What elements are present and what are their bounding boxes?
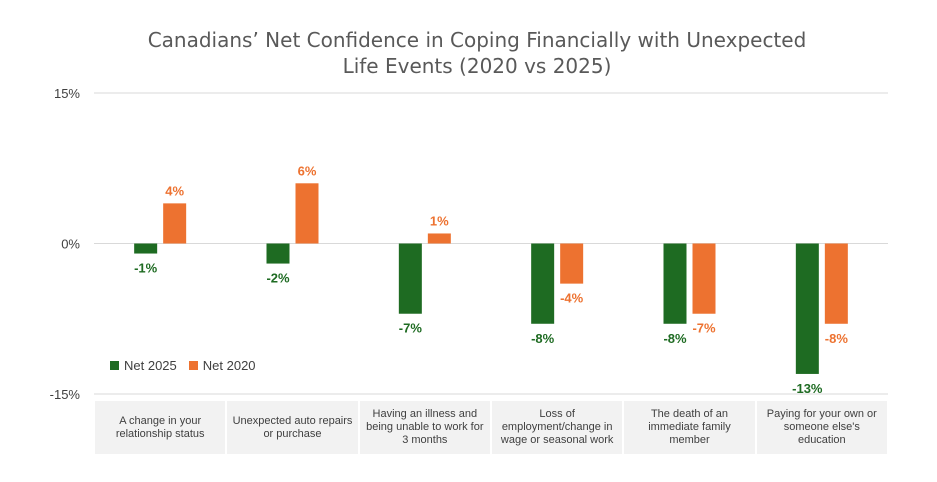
data-label-2025: -1% (134, 261, 158, 276)
legend-label-2025: Net 2025 (124, 358, 177, 373)
legend-item-2025: Net 2025 (110, 358, 177, 373)
category-label: Loss of employment/change in wage or sea… (492, 401, 623, 454)
bar-2020 (163, 203, 187, 244)
data-label-2020: -8% (825, 331, 849, 346)
y-tick-label: -15% (50, 387, 81, 402)
data-label-2025: -2% (266, 271, 290, 286)
y-tick-label: 0% (61, 237, 80, 252)
chart-title-line-2: Life Events (2020 vs 2025) (343, 54, 612, 78)
data-label-2025: -8% (531, 331, 555, 346)
legend: Net 2025 Net 2020 (110, 358, 268, 373)
data-label-2025: -13% (792, 381, 823, 396)
legend-item-2020: Net 2020 (188, 358, 256, 373)
bar-2025 (663, 243, 687, 324)
bar-2025 (398, 243, 422, 314)
gridlines (94, 92, 888, 395)
legend-swatch-2020 (188, 361, 198, 370)
bar-2020 (295, 183, 319, 244)
data-label-2020: 6% (298, 163, 317, 178)
category-label: Unexpected auto repairs or purchase (227, 401, 358, 454)
bar-2020 (427, 233, 451, 244)
data-label-2020: 1% (430, 213, 449, 228)
data-label-2025: -8% (663, 331, 687, 346)
y-axis-ticks: 15% 0% -15% (50, 86, 81, 402)
data-label-2025: -7% (399, 321, 423, 336)
bar-2020 (560, 243, 584, 284)
data-label-2020: -4% (560, 291, 584, 306)
data-label-2020: -7% (692, 321, 716, 336)
bar-2025 (266, 243, 290, 264)
legend-swatch-2025 (110, 361, 119, 370)
data-labels: -1% 4% -2% 6% -7% 1% -8% -4% -8% -7% -13% -8% (134, 163, 848, 396)
category-label: A change in your relationship status (95, 401, 226, 454)
category-label: Having an illness and being unable to wo… (359, 401, 490, 454)
category-label: Paying for your own or someone else's ed… (756, 401, 887, 454)
bars (134, 183, 848, 374)
y-tick-label: 15% (54, 86, 80, 101)
bar-2025 (134, 243, 158, 254)
chart-title-line-1: Canadians’ Net Confidence in Coping Fina… (148, 28, 807, 52)
bar-2025 (795, 243, 819, 374)
bar-2025 (531, 243, 555, 324)
legend-label-2020: Net 2020 (202, 358, 256, 373)
bar-2020 (824, 243, 848, 324)
bar-2020 (692, 243, 716, 314)
data-label-2020: 4% (165, 183, 184, 198)
category-label: The death of an immediate family member (624, 401, 755, 454)
